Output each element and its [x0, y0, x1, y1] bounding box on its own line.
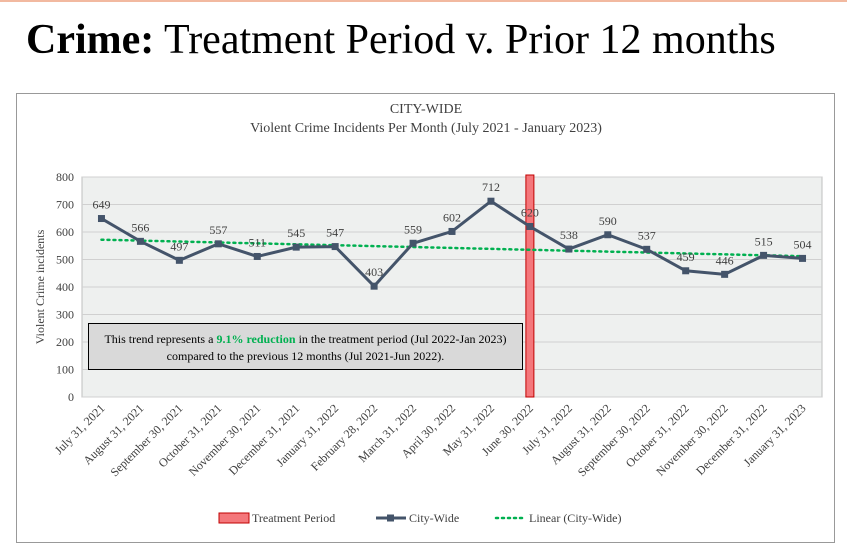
point: [214, 240, 222, 248]
y-tick-label: 0: [68, 390, 74, 404]
point: [97, 215, 105, 223]
y-tick-label: 500: [56, 253, 74, 267]
y-tick-label: 400: [56, 280, 74, 294]
data-label: 459: [677, 250, 695, 264]
data-label: 511: [248, 235, 266, 249]
data-label: 590: [599, 214, 617, 228]
y-tick-label: 700: [56, 198, 74, 212]
point: [175, 256, 183, 264]
slide-title: Crime: Treatment Period v. Prior 12 mont…: [26, 16, 776, 64]
point: [331, 243, 339, 251]
treatment-marker: [525, 174, 535, 398]
point: [370, 282, 378, 290]
data-label: 547: [326, 226, 344, 240]
data-label: 545: [287, 226, 305, 240]
data-label: 537: [638, 228, 656, 242]
data-label: 620: [521, 206, 539, 220]
point: [799, 254, 807, 262]
top-rule: [0, 0, 847, 2]
point: [721, 270, 729, 278]
data-label: 504: [794, 237, 812, 251]
legend-label: Linear (City-Wide): [529, 511, 621, 525]
x-tick-label: December 31, 2021: [226, 401, 303, 478]
point: [292, 243, 300, 251]
title-rest: Treatment Period v. Prior 12 months: [164, 17, 776, 63]
y-tick-label: 200: [56, 335, 74, 349]
point: [760, 251, 768, 259]
data-label: 566: [131, 220, 149, 234]
y-tick-label: 800: [56, 170, 74, 184]
data-label: 649: [92, 198, 110, 212]
legend-swatch: [218, 512, 250, 524]
annotation-text: This trend represents a: [104, 332, 217, 346]
data-label: 538: [560, 228, 578, 242]
x-tick-label: September 30, 2021: [107, 401, 185, 479]
data-label: 515: [755, 234, 773, 248]
y-tick-label: 100: [56, 363, 74, 377]
data-label: 497: [170, 239, 188, 253]
data-label: 712: [482, 180, 500, 194]
point: [604, 231, 612, 239]
y-tick-label: 600: [56, 225, 74, 239]
annotation: This trend represents a 9.1% reduction i…: [88, 323, 523, 370]
point: [565, 245, 573, 253]
point: [643, 245, 651, 253]
x-tick-label: February 28, 2022: [308, 401, 380, 473]
y-axis-label: Violent Crime incidents: [33, 229, 47, 344]
legend-label: Treatment Period: [252, 511, 335, 525]
point: [136, 237, 144, 245]
x-tick-label: September 30, 2022: [575, 401, 653, 479]
data-label: 602: [443, 210, 461, 224]
legend-swatch: [387, 514, 394, 522]
chart-subtitle: Violent Crime Incidents Per Month (July …: [250, 121, 602, 136]
data-label: 559: [404, 222, 422, 236]
legend-label: City-Wide: [409, 511, 459, 525]
point: [253, 252, 261, 260]
data-label: 403: [365, 265, 383, 279]
x-tick-label: December 31, 2022: [693, 401, 770, 478]
point: [682, 267, 690, 275]
y-tick-label: 300: [56, 308, 74, 322]
point: [409, 239, 417, 247]
data-label: 557: [209, 223, 227, 237]
x-tick-label: November 30, 2022: [653, 401, 731, 479]
x-tick-label: November 30, 2021: [186, 401, 264, 479]
annotation-text: in the treatment period (Jul 2022-Jan 20…: [166, 332, 507, 363]
title-bold: Crime:: [26, 17, 155, 63]
point: [526, 223, 534, 230]
chart-title: CITY-WIDE: [390, 102, 462, 117]
data-label: 446: [716, 253, 734, 267]
point: [448, 227, 456, 235]
annotation-highlight: 9.1% reduction: [216, 332, 296, 346]
point: [487, 197, 495, 205]
